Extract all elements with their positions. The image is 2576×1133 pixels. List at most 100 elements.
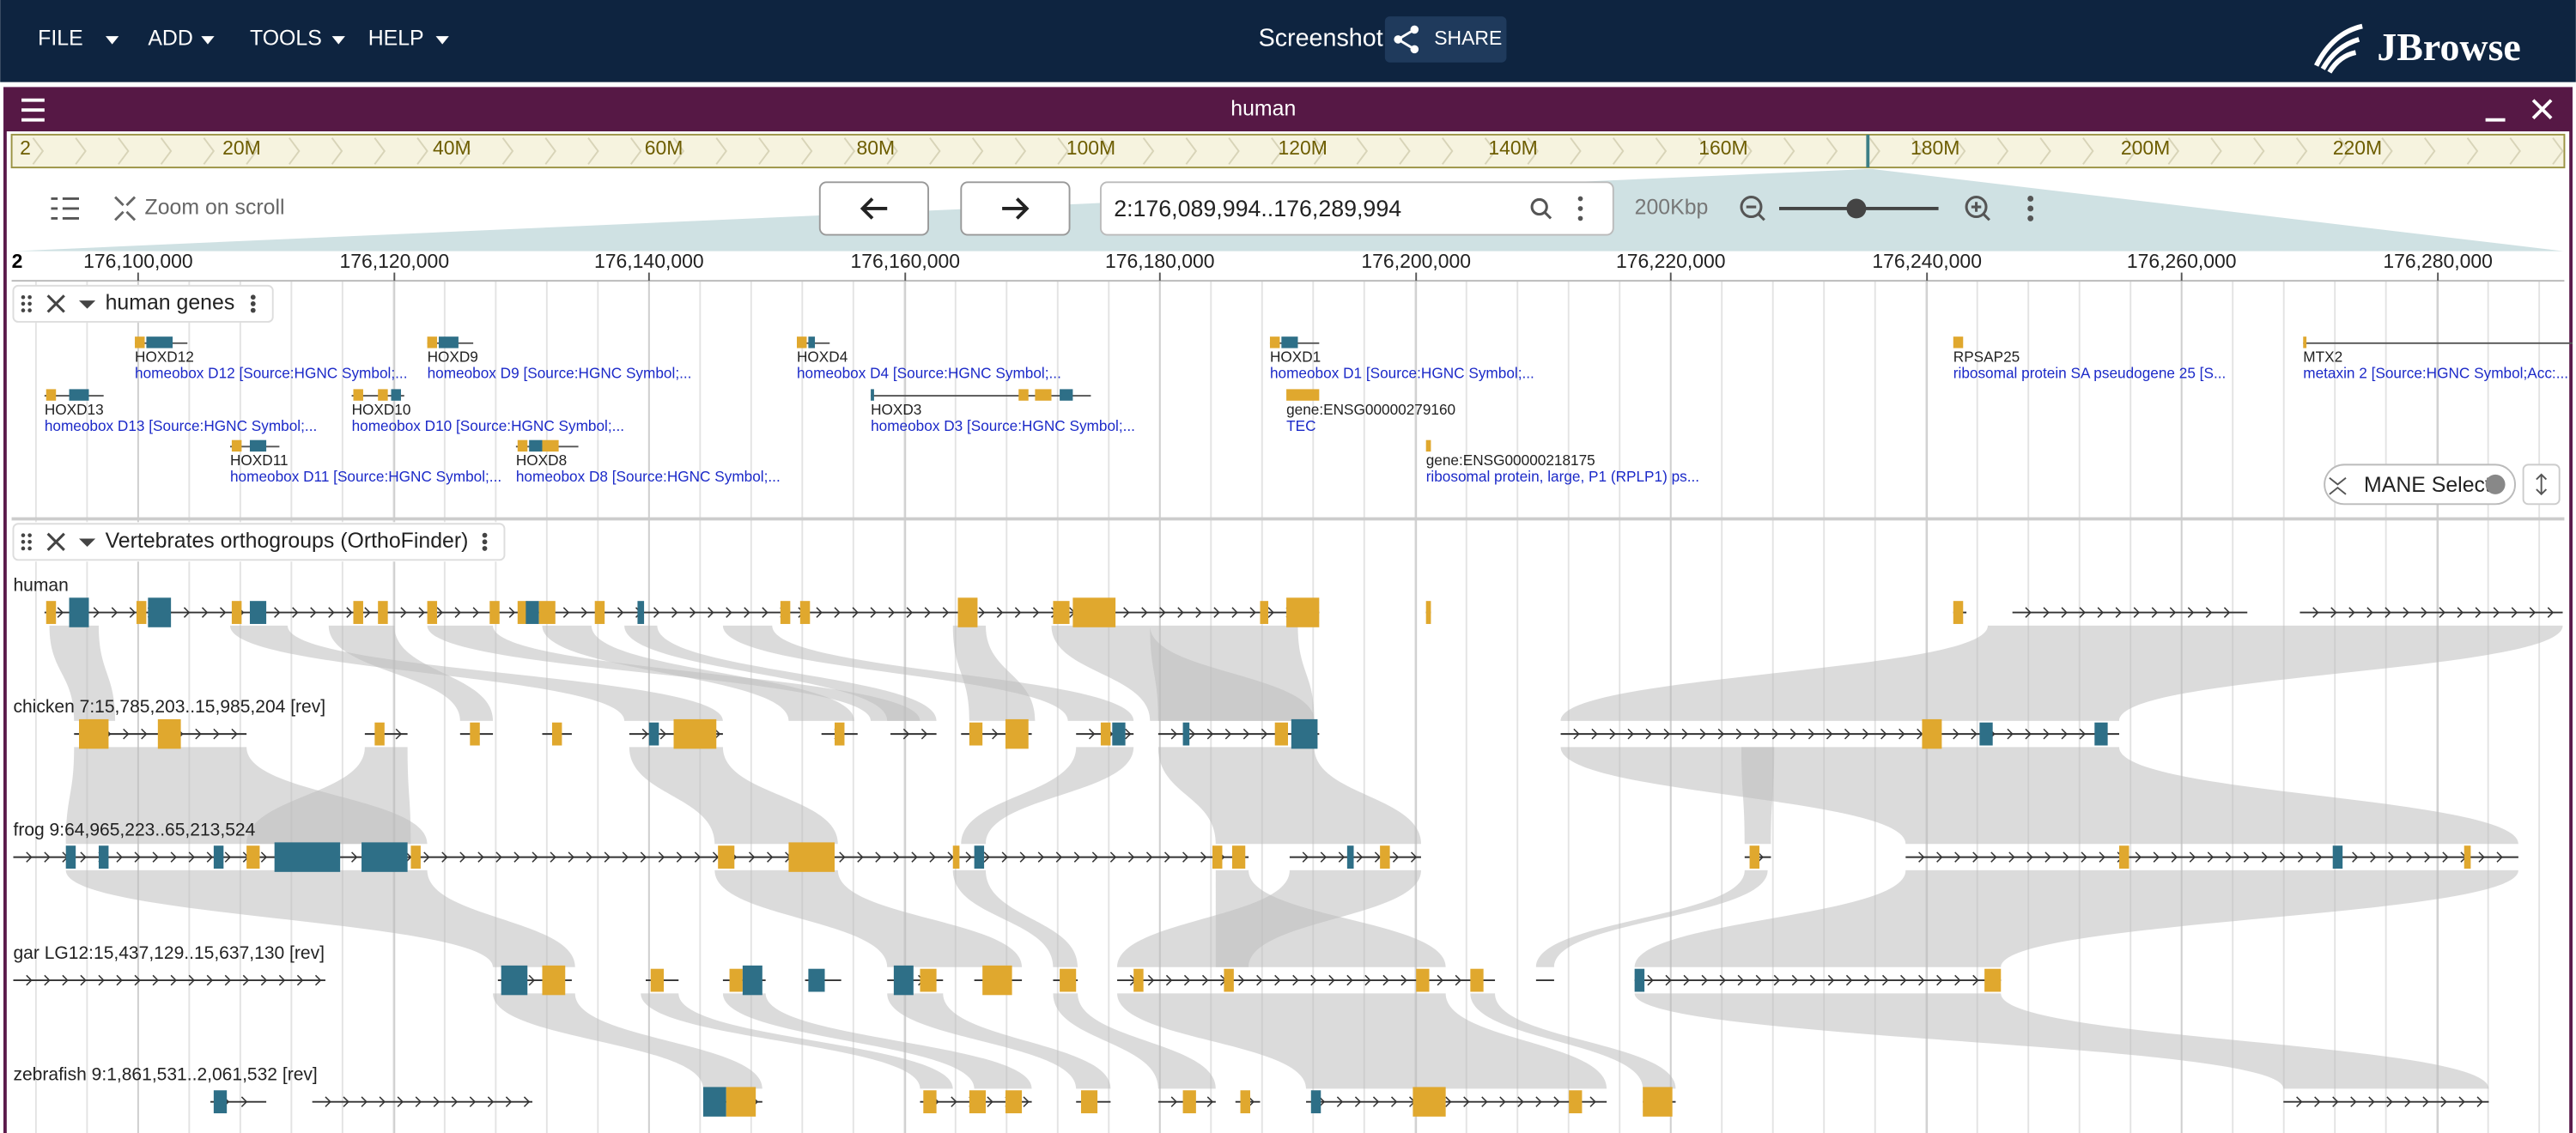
- strand-chevron: [2115, 607, 2122, 618]
- strand-chevron: [2025, 728, 2032, 740]
- track-name: human genes: [106, 290, 235, 314]
- overview-chevron: [1996, 137, 2009, 165]
- strand-chevron: [2099, 851, 2105, 863]
- strand-chevron: [1177, 607, 1184, 618]
- synteny-exon: [799, 601, 811, 624]
- synteny-ribbon: [629, 747, 838, 845]
- feature-name[interactable]: HOXD9: [428, 348, 478, 366]
- zoom-out-icon[interactable]: [1740, 196, 1763, 219]
- feature-desc: ribosomal protein SA pseudogene 25 [S...: [1953, 365, 2227, 382]
- strand-chevron: [1261, 728, 1268, 740]
- feature-name[interactable]: gene:ENSG00000218175: [1426, 451, 1595, 469]
- overview-chevron: [374, 137, 386, 165]
- strand-chevron: [1032, 607, 1040, 618]
- menu-item[interactable]: FILE: [38, 26, 83, 50]
- feature-name[interactable]: RPSAP25: [1953, 348, 2020, 366]
- synteny-exon: [489, 601, 500, 624]
- mane-chip[interactable]: [2324, 464, 2517, 506]
- overview-chevron: [1613, 137, 1625, 165]
- logo-icon: [2313, 23, 2363, 74]
- feature-name[interactable]: HOXD10: [352, 401, 411, 418]
- strand-chevron: [978, 607, 986, 618]
- menu-item[interactable]: HELP: [368, 26, 424, 50]
- feature-name[interactable]: MTX2: [2303, 348, 2342, 366]
- overview-tick-label: 120M: [1279, 136, 1327, 159]
- strand-chevron: [694, 851, 702, 863]
- synteny-exon: [1286, 597, 1320, 627]
- synteny-exon: [470, 722, 480, 746]
- strand-chevron: [26, 974, 33, 986]
- strand-chevron: [292, 607, 299, 618]
- strand-chevron: [346, 607, 353, 618]
- overview-chevron: [1142, 137, 1155, 165]
- synteny-exon: [1953, 601, 1964, 624]
- feature-desc: homeobox D11 [Source:HGNC Symbol;...: [230, 468, 501, 485]
- strand-chevron: [57, 607, 64, 618]
- height-icon: [2536, 473, 2548, 496]
- synteny-exon: [808, 968, 825, 992]
- strand-chevron: [224, 974, 232, 986]
- zoom-slider-knob[interactable]: [1846, 198, 1867, 219]
- track-close[interactable]: [46, 532, 65, 551]
- synteny-exon: [374, 722, 385, 746]
- synteny-exon: [1413, 1087, 1446, 1117]
- strand-chevron: [586, 851, 592, 863]
- overview-chevron: [246, 137, 258, 165]
- strand-chevron: [622, 851, 629, 863]
- synteny-ribbon: [1157, 747, 1421, 845]
- feature-name[interactable]: HOXD8: [516, 451, 567, 469]
- feature-name[interactable]: HOXD3: [871, 401, 921, 418]
- feature-name[interactable]: HOXD4: [797, 348, 848, 366]
- strand-chevron: [2406, 851, 2413, 863]
- strand-chevron: [2223, 607, 2231, 618]
- strand-chevron: [459, 851, 466, 863]
- chip-remove[interactable]: [2485, 474, 2506, 494]
- feature-name[interactable]: HOXD11: [230, 451, 289, 469]
- overview-chevron: [331, 137, 343, 165]
- locus-input[interactable]: [1099, 181, 1614, 236]
- feature-desc: homeobox D8 [Source:HGNC Symbol;...: [516, 468, 781, 485]
- track-collapse[interactable]: [79, 300, 96, 309]
- strand-chevron: [523, 1096, 531, 1107]
- zoom-on-scroll[interactable]: Zoom on scroll: [145, 196, 285, 220]
- track-selector-icon[interactable]: [51, 197, 80, 220]
- strand-chevron: [1213, 607, 1220, 618]
- feature-name[interactable]: gene:ENSG00000279160: [1286, 401, 1455, 418]
- view-menu-dot: [2027, 205, 2034, 212]
- overview-chevron: [1100, 137, 1112, 165]
- synteny-ribbon: [1053, 993, 1216, 1089]
- close-icon[interactable]: [2531, 99, 2553, 120]
- strand-chevron: [893, 851, 900, 863]
- strand-chevron: [2243, 851, 2251, 863]
- synteny-exon: [1260, 601, 1269, 624]
- track-close[interactable]: [46, 294, 65, 313]
- synteny-exon: [538, 601, 556, 624]
- strand-chevron: [260, 851, 268, 863]
- strand-chevron: [748, 851, 756, 863]
- synteny-exon: [1005, 1090, 1023, 1114]
- strand-chevron: [1791, 974, 1799, 986]
- zoom-in-icon[interactable]: [1965, 196, 1988, 219]
- synteny-exon: [594, 601, 605, 624]
- strand-chevron: [1972, 851, 1979, 863]
- menu-item[interactable]: TOOLS: [250, 26, 322, 50]
- overview-chevron: [587, 137, 599, 165]
- synteny-ribbon: [1535, 869, 1768, 967]
- track-collapse[interactable]: [79, 538, 96, 548]
- search-icon-handle: [1543, 210, 1552, 220]
- strand-chevron: [274, 607, 281, 618]
- menu-item[interactable]: ADD: [148, 26, 192, 50]
- view-menu-dot: [2027, 215, 2034, 221]
- synteny-ribbon: [49, 625, 116, 721]
- synteny-row-label: human: [13, 576, 68, 596]
- strand-chevron: [2097, 607, 2104, 618]
- feature-name[interactable]: HOXD12: [135, 348, 194, 366]
- feature-glyph: [871, 389, 874, 401]
- track-name: Vertebrates orthogroups (OrthoFinder): [106, 529, 469, 553]
- ruler-tick-label: 176,220,000: [1616, 250, 1726, 272]
- feature-desc: homeobox D10 [Source:HGNC Symbol;...: [352, 417, 624, 434]
- track-menu-dot: [250, 307, 256, 313]
- feature-name[interactable]: HOXD1: [1270, 348, 1321, 366]
- feature-name[interactable]: HOXD13: [45, 401, 104, 418]
- strand-chevron: [188, 851, 195, 863]
